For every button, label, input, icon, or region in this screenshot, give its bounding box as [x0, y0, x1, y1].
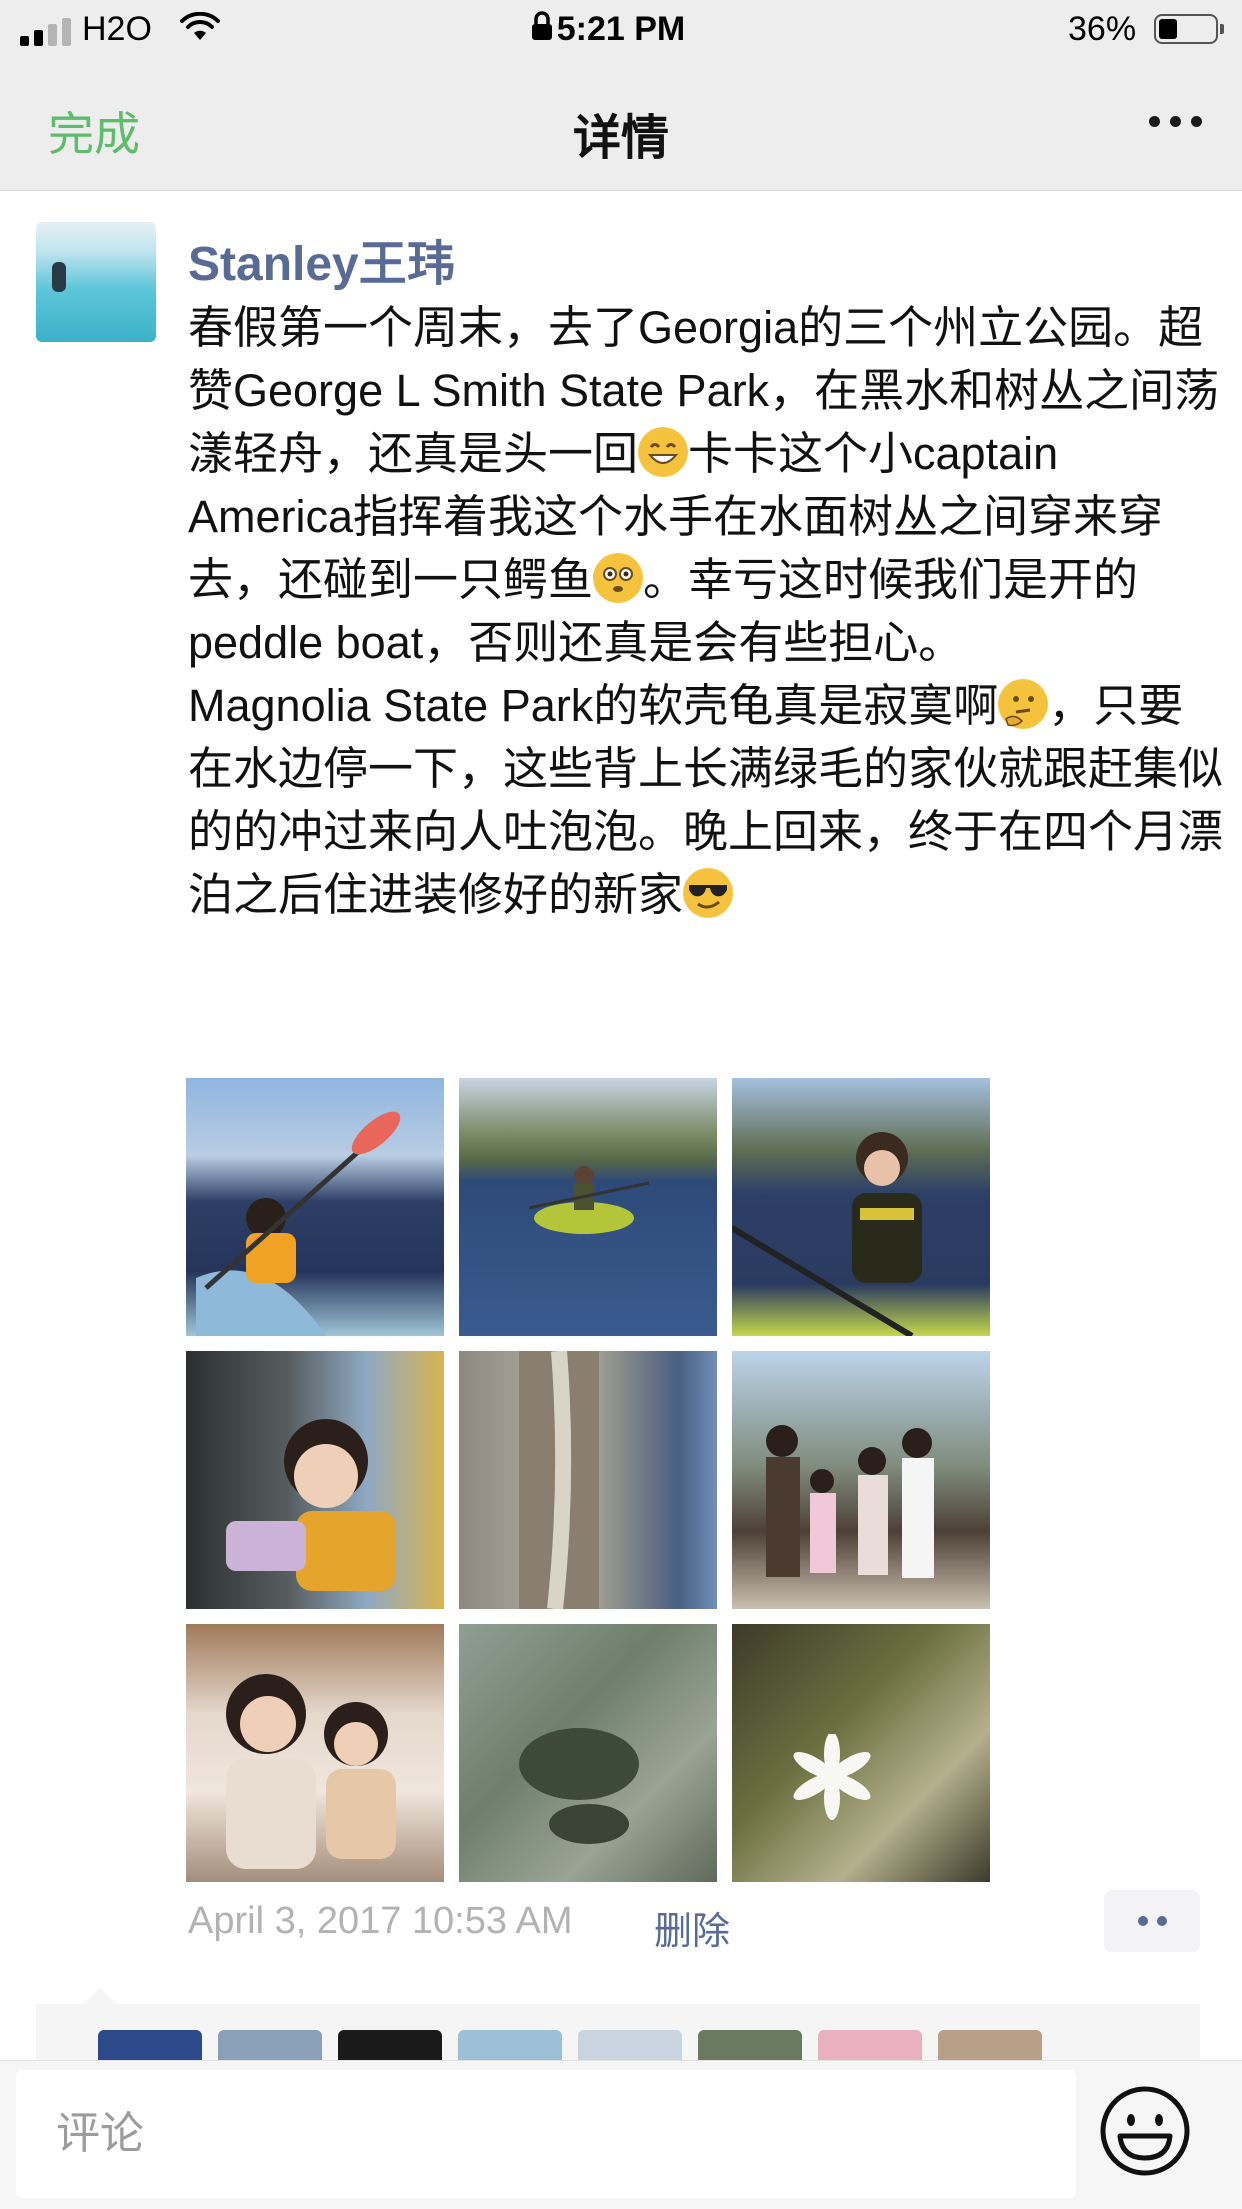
status-bar: H2O 5:21 PM 36% [0, 0, 1242, 60]
post-text-part: 卡卡这个小captain America指挥着我这个水手在水面树丛之间穿来穿去，… [188, 428, 1164, 605]
post-text: 春假第一个周末，去了Georgia的三个州立公园。超赞George L Smit… [188, 296, 1228, 926]
liker-avatar[interactable] [458, 2030, 562, 2064]
post-actions-button[interactable] [1104, 1890, 1200, 1952]
signal-icon [20, 18, 71, 46]
liker-avatar[interactable] [338, 2030, 442, 2064]
liker-avatar[interactable] [218, 2030, 322, 2064]
clock: 5:21 PM [556, 10, 686, 48]
nav-bar: 完成 详情 [0, 60, 1242, 191]
more-icon[interactable] [1149, 116, 1202, 127]
photo-sisters[interactable] [186, 1624, 444, 1882]
liker-avatar[interactable] [818, 2030, 922, 2064]
post-text-part: 。幸亏这时候我们是开的peddle boat，否则还真是会有些担心。 Magno… [188, 554, 1139, 731]
post-text-part: ，只要在水边停一下，这些背上长满绿毛的家伙就跟赶集似的的冲过来向人吐泡泡。晚上回… [188, 680, 1224, 920]
photo-grid [186, 1078, 990, 1882]
comment-input[interactable] [16, 2070, 1076, 2198]
photo-kayak-child[interactable] [186, 1078, 444, 1336]
post-text-part: 春假第一个周末，去了Georgia的三个州立公园。超赞George L Smit… [188, 302, 1220, 479]
photo-green-kayak[interactable] [459, 1078, 717, 1336]
photo-turtle-water[interactable] [459, 1624, 717, 1882]
sunglasses-emoji-icon [683, 868, 734, 918]
photo-woman-kayak[interactable] [732, 1078, 990, 1336]
battery-icon [1154, 14, 1224, 44]
emoji-keyboard-icon[interactable] [1098, 2084, 1192, 2178]
delete-link[interactable]: 删除 [654, 1911, 731, 1953]
photo-white-flower[interactable] [732, 1624, 990, 1882]
post-timestamp: April 3, 2017 10:53 AM [188, 1900, 573, 1942]
thinking-emoji-icon [998, 679, 1049, 729]
liker-avatar[interactable] [938, 2030, 1042, 2064]
liker-avatar[interactable] [578, 2030, 682, 2064]
liker-avatar[interactable] [98, 2030, 202, 2064]
flushed-emoji-icon [593, 553, 644, 603]
wifi-icon [180, 12, 220, 40]
liker-avatars [98, 2030, 1042, 2064]
battery-percent: 36% [1068, 10, 1137, 48]
liker-avatar[interactable] [698, 2030, 802, 2064]
photo-child-closeup[interactable] [186, 1351, 444, 1609]
photo-family[interactable] [732, 1351, 990, 1609]
avatar[interactable] [36, 222, 156, 342]
photo-tree-moss[interactable] [459, 1351, 717, 1609]
author-name[interactable]: Stanley王玮 [188, 238, 455, 291]
lock-icon [532, 11, 552, 40]
grinning-emoji-icon [638, 427, 689, 477]
page-title: 详情 [572, 112, 669, 165]
done-button[interactable]: 完成 [48, 108, 140, 160]
carrier-name: H2O [82, 10, 152, 48]
